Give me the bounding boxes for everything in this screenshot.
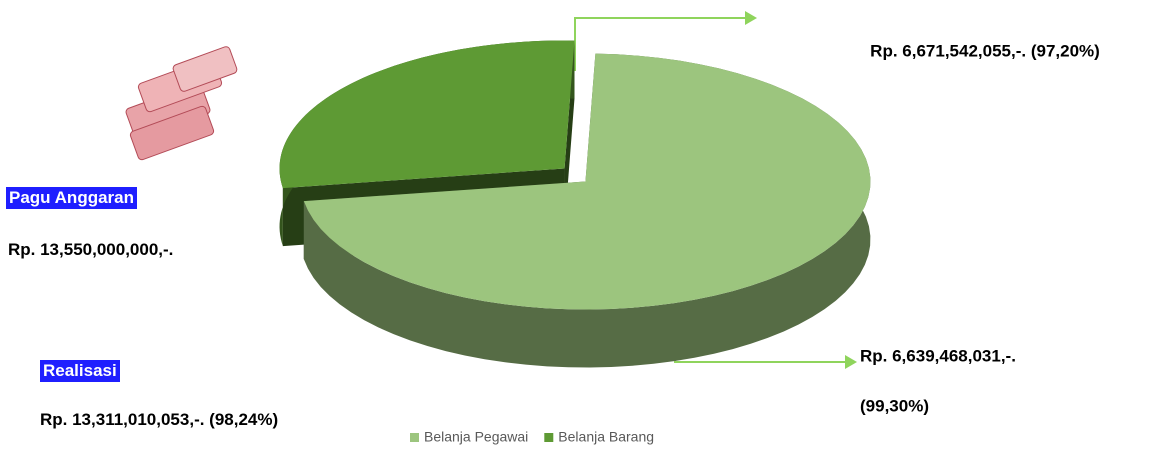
pagu-label: Pagu Anggaran	[6, 187, 137, 209]
legend-swatch	[410, 433, 419, 442]
legend-label: Belanja Barang	[558, 429, 654, 445]
legend-swatch	[544, 433, 553, 442]
annotation: Rp. 6,671,542,055,-. (97,20%)	[870, 41, 1100, 60]
pagu-amount: Rp. 13,550,000,000,-.	[8, 240, 173, 260]
legend-label: Belanja Pegawai	[424, 429, 528, 445]
realisasi-amount: Rp. 13,311,010,053,-. (98,24%)	[40, 410, 278, 430]
legend: Belanja Pegawai Belanja Barang	[410, 429, 654, 445]
annotation: (99,30%)	[860, 396, 929, 415]
annotation: Rp. 6,639,468,031,-.	[860, 346, 1016, 365]
page: Rp. 6,671,542,055,-. (97,20%) Rp. 6,639,…	[0, 0, 1154, 450]
slice	[280, 40, 575, 188]
pie	[280, 40, 871, 367]
money-icon	[125, 46, 238, 161]
realisasi-label: Realisasi	[40, 360, 120, 382]
chart: Rp. 6,671,542,055,-. (97,20%) Rp. 6,639,…	[0, 0, 1154, 450]
